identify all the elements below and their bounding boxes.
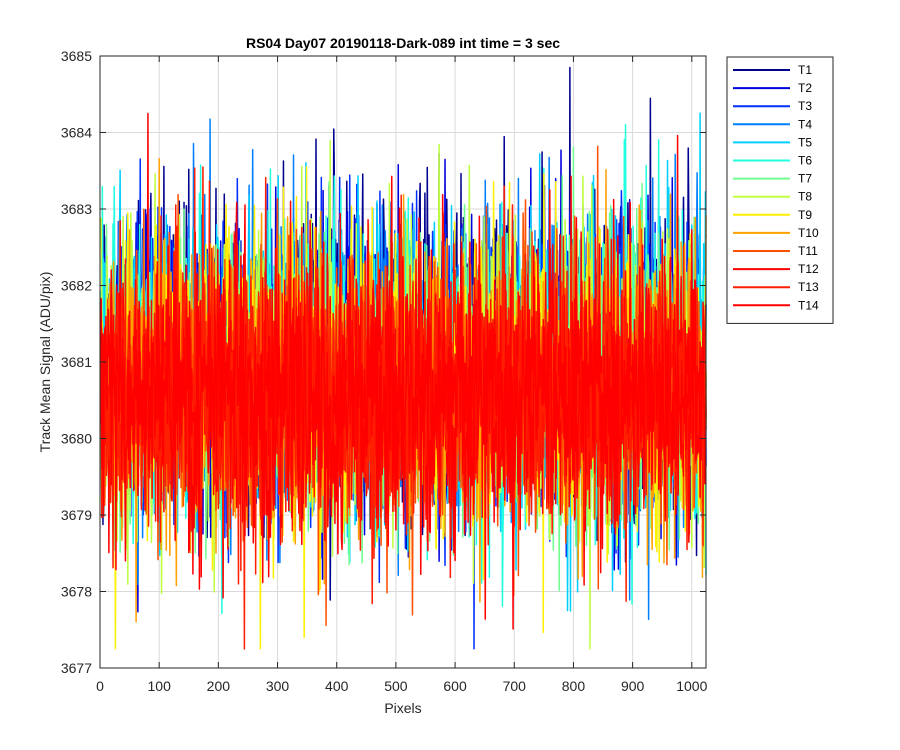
legend-label-t10: T10 — [798, 226, 819, 240]
legend-label-t7: T7 — [798, 172, 812, 186]
legend-label-t8: T8 — [798, 190, 812, 204]
x-tick-label: 1000 — [676, 678, 707, 694]
x-axis-label: Pixels — [384, 700, 421, 716]
x-tick-label: 500 — [384, 678, 408, 694]
legend-label-t9: T9 — [798, 208, 812, 222]
legend-label-t6: T6 — [798, 154, 812, 168]
x-tick-label: 0 — [96, 678, 104, 694]
legend: T1 T2 T3 T4 T5 T6 T7 T8 T9 T10 T11 T12 T13 T14 — [726, 56, 834, 324]
legend-label-t13: T13 — [798, 280, 819, 294]
series-lines — [99, 66, 707, 650]
series-line-t14 — [99, 189, 707, 584]
y-tick-label: 3684 — [61, 125, 92, 141]
y-tick-label: 3680 — [61, 431, 92, 447]
x-tick-label: 300 — [266, 678, 290, 694]
x-tick-label: 800 — [562, 678, 586, 694]
y-tick-label: 3679 — [61, 507, 92, 523]
y-tick-label: 3681 — [61, 354, 92, 370]
y-tick-label: 3678 — [61, 584, 92, 600]
y-tick-label: 3685 — [61, 48, 92, 64]
legend-label-t1: T1 — [798, 63, 812, 77]
x-tick-label: 400 — [325, 678, 349, 694]
x-tick-label: 900 — [621, 678, 645, 694]
legend-label-t4: T4 — [798, 117, 812, 131]
chart-title: RS04 Day07 20190118-Dark-089 int time = … — [246, 35, 560, 51]
legend-label-t5: T5 — [798, 135, 812, 149]
legend-label-t14: T14 — [798, 298, 819, 312]
legend-label-t11: T11 — [798, 244, 818, 258]
x-tick-label: 100 — [148, 678, 172, 694]
y-tick-label: 3677 — [61, 660, 92, 676]
y-axis-label: Track Mean Signal (ADU/pix) — [37, 272, 53, 453]
x-tick-label: 200 — [207, 678, 231, 694]
x-tick-label: 700 — [503, 678, 527, 694]
legend-label-t2: T2 — [798, 81, 812, 95]
y-tick-label: 3683 — [61, 201, 92, 217]
x-tick-label: 600 — [443, 678, 467, 694]
legend-label-t3: T3 — [798, 99, 812, 113]
legend-box — [726, 56, 834, 324]
legend-label-t12: T12 — [798, 262, 819, 276]
y-tick-label: 3682 — [61, 278, 92, 294]
axes: 0 100 200 300 400 500 600 700 800 900 1000 3677 3678… — [61, 48, 708, 694]
